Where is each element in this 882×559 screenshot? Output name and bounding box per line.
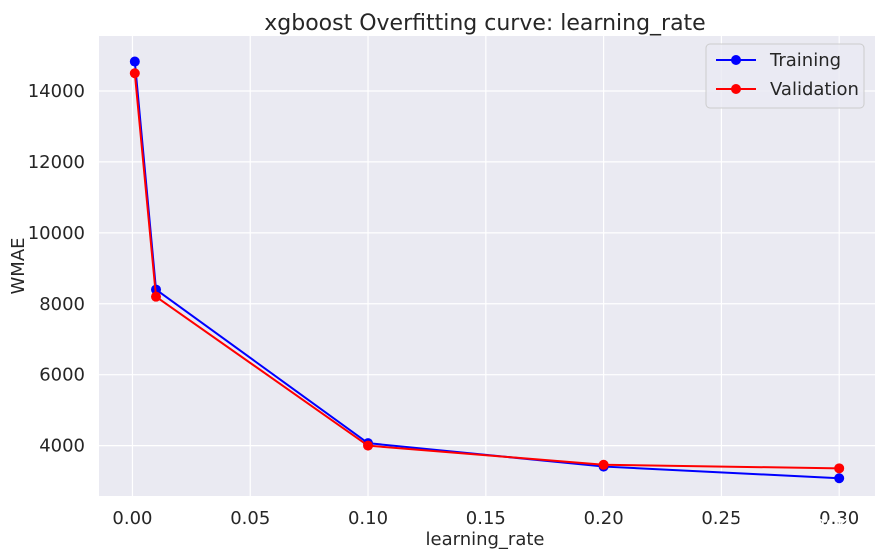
plot-area (99, 36, 875, 496)
y-tick-label: 8000 (39, 294, 85, 315)
data-point-validation (834, 463, 845, 474)
legend-label-training: Training (769, 50, 841, 71)
data-point-training (834, 473, 845, 484)
y-tick-label: 6000 (39, 365, 85, 386)
legend-marker-training (731, 55, 741, 65)
data-point-validation (151, 291, 162, 302)
data-point-validation (129, 68, 140, 79)
legend: Training Validation (705, 43, 865, 109)
data-point-validation (598, 459, 609, 470)
x-tick-label: 0.00 (112, 508, 152, 529)
x-tick-label: 0.15 (466, 508, 506, 529)
data-point-validation (363, 440, 374, 451)
y-tick-label: 12000 (28, 152, 85, 173)
series-layer (129, 56, 845, 484)
y-tick-label: 10000 (28, 223, 85, 244)
legend-marker-validation (731, 84, 741, 94)
watermark: alitrack (739, 511, 849, 535)
x-tick-label: 0.30 (819, 508, 859, 529)
y-tick-label: 4000 (39, 436, 85, 457)
x-axis-label: learning_rate (426, 529, 545, 550)
x-tick-label: 0.20 (584, 508, 624, 529)
data-point-training (129, 56, 140, 67)
chart-title: xgboost Overfitting curve: learning_rate (264, 11, 705, 36)
x-tick-label: 0.05 (230, 508, 270, 529)
y-tick-label: 14000 (28, 81, 85, 102)
x-gridlines (131, 36, 840, 496)
x-tick-labels: 0.00 0.05 0.10 0.15 0.20 0.25 0.30 (112, 508, 859, 529)
y-gridlines (99, 90, 875, 447)
wechat-icon (739, 513, 767, 534)
x-tick-label: 0.10 (348, 508, 388, 529)
y-axis-label: WMAE (8, 237, 29, 294)
x-tick-label: 0.25 (701, 508, 741, 529)
y-tick-labels: 4000 6000 8000 10000 12000 14000 (28, 81, 85, 457)
watermark-text: alitrack (774, 511, 849, 535)
legend-label-validation: Validation (770, 79, 859, 100)
